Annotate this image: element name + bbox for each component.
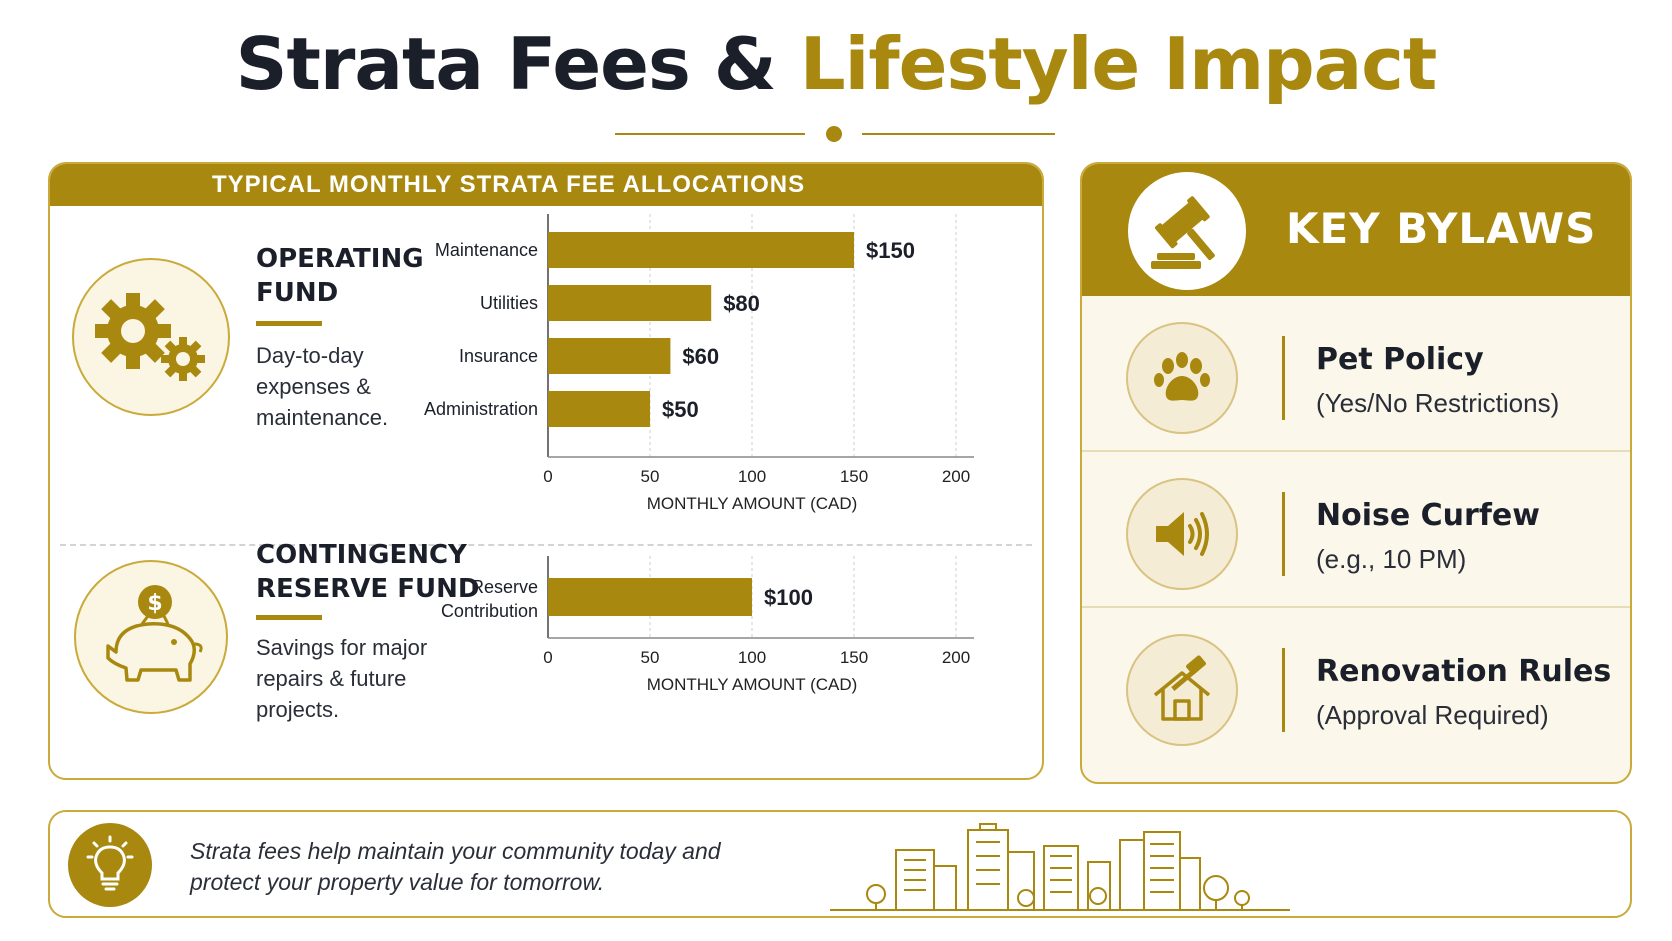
bylaw-subtitle: (Approval Required) (1316, 700, 1549, 730)
page-title: Strata Fees & Lifestyle Impact (0, 14, 1672, 114)
bylaws-panel: KEY BYLAWS Pet Policy (Yes/No Restrictio… (1080, 162, 1632, 784)
paw-icon (1126, 322, 1238, 434)
contingency-description: Savings for major repairs & future proje… (256, 635, 428, 722)
x-tick-label: 50 (641, 467, 660, 486)
x-axis-title: MONTHLY AMOUNT (CAD) (647, 675, 858, 694)
footer-banner: Strata fees help maintain your community… (48, 810, 1632, 918)
bar-value-label: $100 (764, 585, 813, 610)
bar (548, 285, 712, 321)
operating-fund-title: OPERATING FUND (256, 244, 424, 308)
bylaw-title: Pet Policy (1316, 342, 1484, 377)
x-tick-label: 100 (738, 648, 766, 667)
operating-description: Day-to-day expenses & maintenance. (256, 343, 389, 430)
title-part1: Strata Fees & (235, 22, 777, 106)
piggy-bank-icon: $ (74, 560, 228, 714)
contingency-chart: 0 50 100 150 200 MONTHLY AMOUNT (CAD) $100 Rese… (441, 556, 974, 694)
x-tick-label: 150 (840, 648, 868, 667)
x-axis-title: MONTHLY AMOUNT (CAD) (647, 494, 858, 513)
allocations-panel: TYPICAL MONTHLY STRATA FEE ALLOCATIONS (48, 162, 1044, 780)
x-tick-label: 200 (942, 648, 970, 667)
coin-dollar-sign: $ (147, 591, 162, 616)
bylaw-divider (1282, 648, 1285, 732)
operating-underline (256, 321, 322, 326)
bylaw-renovation-rules: Renovation Rules (Approval Required) (1082, 608, 1630, 764)
bylaws-header: KEY BYLAWS (1082, 164, 1630, 296)
city-skyline-icon (830, 823, 1290, 911)
contingency-underline (256, 615, 322, 620)
bar (548, 578, 752, 616)
bylaw-pet-policy: Pet Policy (Yes/No Restrictions) (1082, 296, 1630, 452)
x-tick-label: 0 (543, 467, 552, 486)
bar (548, 391, 650, 427)
category-label: Administration (424, 399, 538, 419)
x-tick-label: 200 (942, 467, 970, 486)
bar (548, 232, 854, 268)
category-label: Insurance (459, 346, 538, 366)
lightbulb-icon (68, 823, 152, 907)
x-tick-label: 150 (840, 467, 868, 486)
bylaw-title: Renovation Rules (1316, 654, 1612, 689)
bylaw-divider (1282, 492, 1285, 576)
category-label: Maintenance (435, 240, 538, 260)
speaker-icon (1126, 478, 1238, 590)
bar (548, 338, 671, 374)
allocations-header: TYPICAL MONTHLY STRATA FEE ALLOCATIONS (50, 164, 1042, 206)
footer-message: Strata fees help maintain your community… (190, 838, 721, 895)
bylaw-subtitle: (Yes/No Restrictions) (1316, 388, 1560, 418)
section-separator (60, 544, 1032, 546)
bylaws-title: KEY BYLAWS (1286, 204, 1597, 253)
x-tick-label: 100 (738, 467, 766, 486)
bar-value-label: $60 (682, 344, 719, 369)
category-label: Utilities (480, 293, 538, 313)
operating-chart: 0 50 100 150 200 MONTHLY AMOUNT (CAD) $150 Main… (424, 214, 974, 513)
bylaw-subtitle: (e.g., 10 PM) (1316, 544, 1467, 574)
bar-value-label: $80 (723, 291, 760, 316)
x-tick-label: 50 (641, 648, 660, 667)
x-tick-label: 0 (543, 648, 552, 667)
bar-value-label: $150 (866, 238, 915, 263)
bylaw-divider (1282, 336, 1285, 420)
contingency-fund-title: CONTINGENCY RESERVE FUND (256, 540, 480, 604)
hammer-house-icon (1126, 634, 1238, 746)
gavel-icon (1128, 172, 1246, 290)
title-part2: Lifestyle Impact (799, 22, 1438, 106)
gears-icon (72, 258, 230, 416)
bar-value-label: $50 (662, 397, 699, 422)
bylaw-title: Noise Curfew (1316, 498, 1540, 533)
category-label: Reserve Contribution (441, 577, 538, 621)
title-divider (615, 126, 1055, 142)
bylaw-noise-curfew: Noise Curfew (e.g., 10 PM) (1082, 452, 1630, 608)
